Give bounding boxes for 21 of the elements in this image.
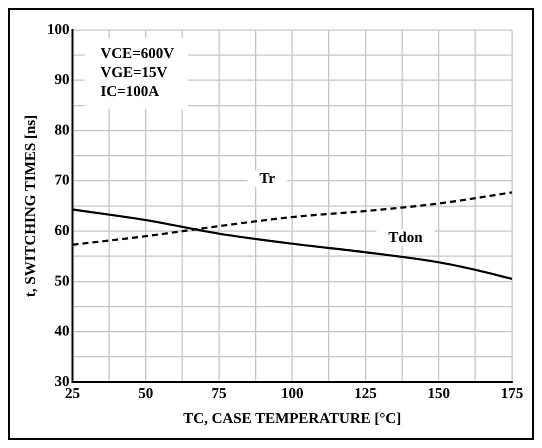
x-tick-label: 25 bbox=[65, 386, 80, 402]
y-tick-label: 50 bbox=[54, 273, 70, 290]
x-axis-title: TC, CASE TEMPERATURE [°C] bbox=[183, 410, 402, 427]
x-tick-label: 175 bbox=[500, 386, 524, 402]
x-tick-label: 50 bbox=[138, 386, 154, 402]
y-axis-title: t, SWITCHING TIMES [ns] bbox=[22, 114, 39, 298]
x-tick-label: 150 bbox=[428, 386, 450, 402]
x-tick-label: 75 bbox=[212, 386, 226, 402]
y-tick-label: 90 bbox=[54, 72, 70, 88]
annotation: VGE=15V bbox=[100, 64, 168, 81]
y-tick-label: 60 bbox=[54, 223, 70, 240]
annotation: VCE=600V bbox=[100, 46, 174, 62]
y-tick-label: 70 bbox=[54, 172, 70, 189]
text: Tr bbox=[259, 170, 276, 187]
y-tick-label: 80 bbox=[54, 122, 70, 138]
x-tick-label: 125 bbox=[354, 386, 377, 402]
y-tick-label: 100 bbox=[47, 22, 70, 38]
annotation: IC=100A bbox=[100, 84, 160, 100]
x-tick-label: 100 bbox=[281, 386, 304, 402]
y-tick-label: 40 bbox=[54, 324, 70, 340]
series-label: Tdon bbox=[388, 230, 424, 246]
